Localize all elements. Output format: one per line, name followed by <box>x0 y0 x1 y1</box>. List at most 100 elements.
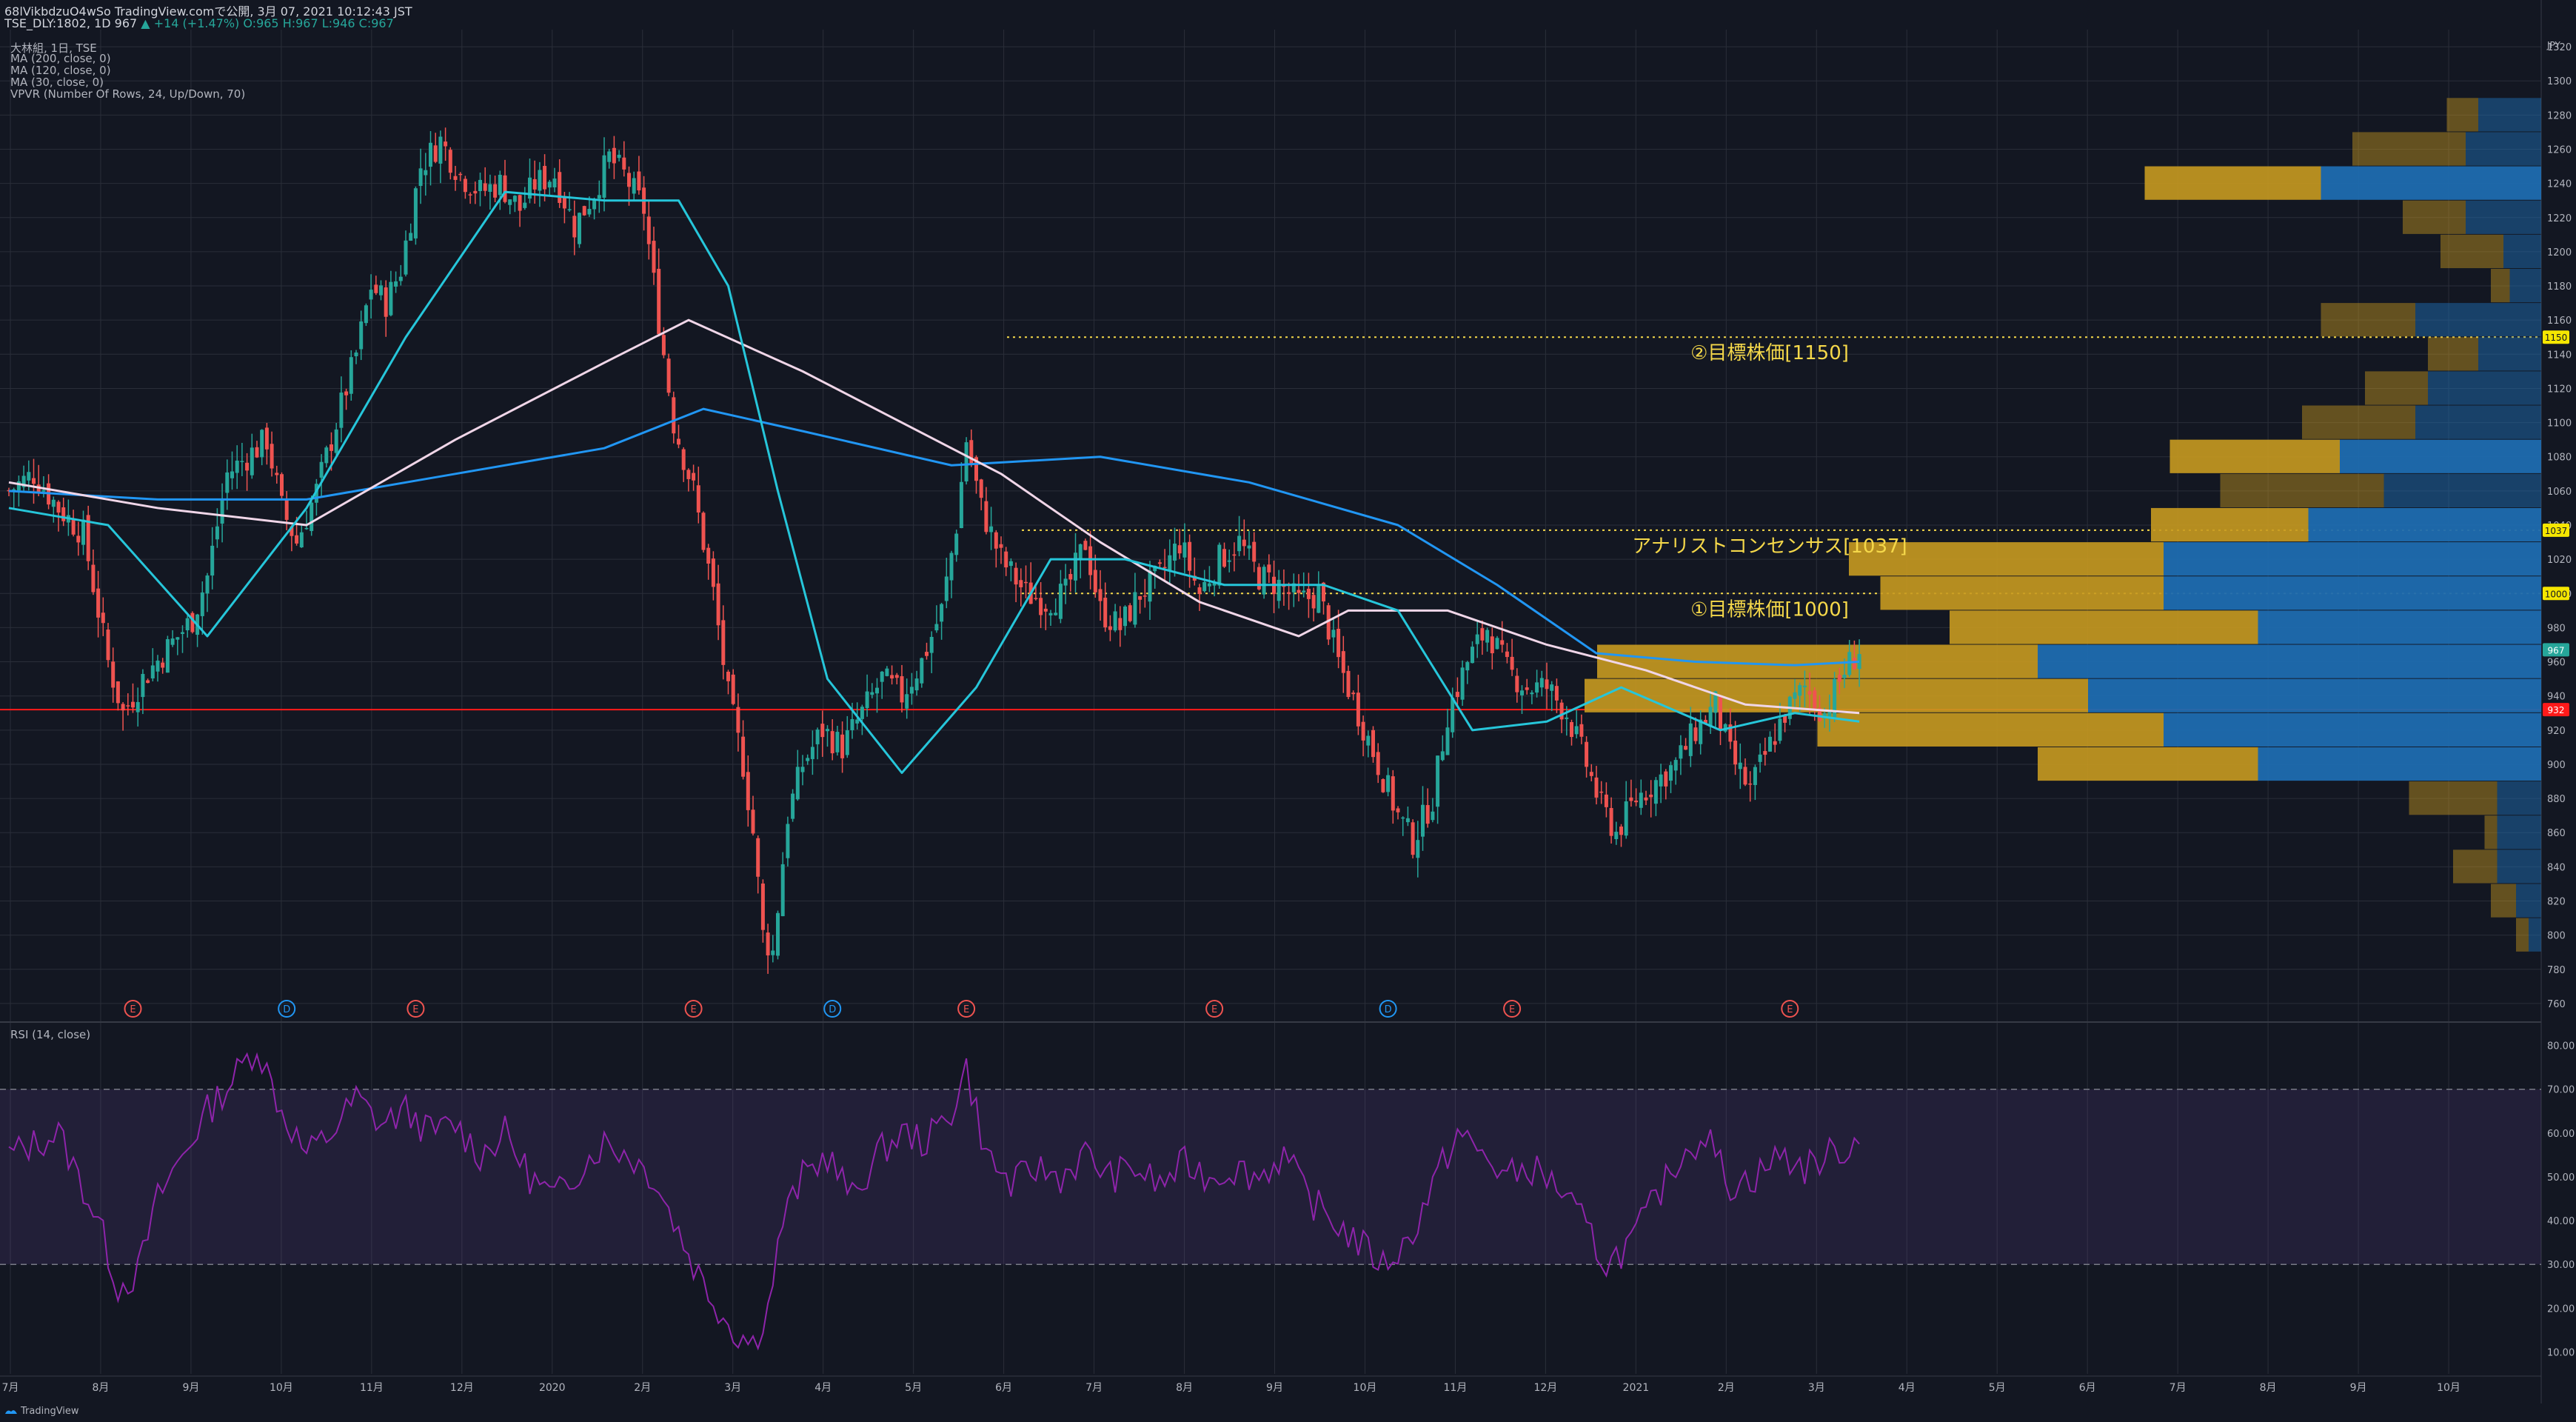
legend-rsi[interactable]: RSI (14, close) <box>10 1028 91 1041</box>
vp-up-bar <box>2503 234 2541 269</box>
candle-body <box>220 499 224 524</box>
candle-body <box>175 637 180 640</box>
candle-body <box>1753 767 1757 785</box>
candle-body <box>1123 607 1127 627</box>
candle-body <box>1153 565 1157 572</box>
time-tick-label: 4月 <box>1898 1382 1916 1394</box>
time-tick-label: 5月 <box>905 1382 922 1394</box>
vp-down-bar <box>2403 200 2466 234</box>
legend-ma30[interactable]: MA (30, close, 0) <box>10 76 104 89</box>
legend-symbol[interactable]: 大林組, 1日, TSE <box>10 41 97 55</box>
candle-body <box>1242 539 1246 547</box>
vp-down-bar <box>2169 439 2340 473</box>
candle-body <box>791 793 795 819</box>
candle-body <box>558 172 562 203</box>
candle-body <box>1793 692 1797 699</box>
candle-body <box>1361 721 1365 741</box>
candle-body <box>1594 777 1599 798</box>
candle-body <box>1088 546 1093 575</box>
candle-body <box>1297 590 1301 593</box>
candle-body <box>1822 712 1827 719</box>
candle-body <box>389 281 393 316</box>
rsi-pane: 10.00 20.00 30.00 40.00 50.00 60.00 70.00 80.00 <box>0 1041 2575 1358</box>
candle-body <box>870 692 874 695</box>
vp-up-bar <box>2383 473 2541 508</box>
time-tick-label: 2021 <box>1623 1382 1650 1394</box>
candle-body <box>299 532 304 547</box>
candle-body <box>1411 822 1415 855</box>
candle-body <box>1505 651 1509 658</box>
earnings-marker <box>407 1000 425 1018</box>
candle-body <box>1331 630 1336 638</box>
candle-body <box>1827 711 1832 719</box>
legend-ma120[interactable]: MA (120, close, 0) <box>10 64 111 77</box>
vp-up-bar <box>2258 610 2541 644</box>
dividend-marker <box>1379 1000 1397 1018</box>
candle-body <box>1376 752 1380 775</box>
vp-down-bar <box>2440 234 2503 269</box>
vp-up-bar <box>2415 405 2541 439</box>
candle-body <box>905 694 909 709</box>
candle-body <box>1019 580 1023 587</box>
symbol-price: TSE_DLY:1802, 1D 967 <box>4 16 138 30</box>
candle-body <box>200 592 204 616</box>
candle-body <box>453 176 458 180</box>
vp-down-bar <box>2038 747 2258 781</box>
vp-up-bar <box>2516 884 2541 918</box>
candle-body <box>696 485 700 513</box>
event-marker-letter: E <box>1509 1004 1515 1015</box>
candle-body <box>949 553 954 581</box>
candle-body <box>230 471 234 478</box>
rsi-tick-label: 10.00 <box>2547 1347 2575 1358</box>
tradingview-brand[interactable]: TradingView <box>4 1406 79 1417</box>
candle-body <box>91 564 96 592</box>
candle-body <box>1664 771 1668 787</box>
legend-ma200[interactable]: MA (200, close, 0) <box>10 52 111 65</box>
candle-body <box>826 729 829 732</box>
price-tick-label: 800 <box>2547 931 2566 942</box>
vp-down-bar <box>2446 98 2478 132</box>
candle-body <box>319 461 324 478</box>
candle-body <box>1103 598 1108 628</box>
candle-body <box>523 202 527 208</box>
candle-body <box>582 206 586 216</box>
candle-body <box>1217 544 1222 586</box>
vp-down-bar <box>2409 781 2498 815</box>
candle-body <box>786 824 790 858</box>
dividend-marker <box>278 1000 296 1018</box>
candle-body <box>170 638 175 645</box>
candle-body <box>136 701 140 712</box>
candle-body <box>1565 717 1569 719</box>
candle-body <box>920 658 924 684</box>
candle-body <box>692 473 696 481</box>
candle-body <box>165 639 170 673</box>
candle-body <box>1445 727 1450 755</box>
legend-vpvr[interactable]: VPVR (Number Of Rows, 24, Up/Down, 70) <box>10 87 246 101</box>
candle-body <box>1287 592 1291 594</box>
candle-body <box>1341 651 1345 673</box>
candle-body <box>354 352 358 356</box>
time-tick-label: 4月 <box>814 1382 832 1394</box>
candle-body <box>1599 791 1604 793</box>
candle-body <box>1336 628 1341 658</box>
candle-body <box>1614 832 1619 839</box>
candle-body <box>1346 670 1351 698</box>
candle-body <box>1842 674 1847 678</box>
candle-body <box>666 358 671 393</box>
vp-up-bar <box>2340 439 2541 473</box>
candle-body <box>1535 682 1539 693</box>
candle-body <box>741 736 746 777</box>
candle-body <box>76 535 81 543</box>
time-tick-label: 3月 <box>1808 1382 1825 1394</box>
candle-body <box>1738 762 1742 770</box>
candle-body <box>607 151 612 162</box>
candle-body <box>1495 638 1499 650</box>
candle-body <box>1222 549 1226 567</box>
candle-body <box>815 730 820 744</box>
price-badge <box>2543 330 2569 344</box>
price-badge-text: 967 <box>2548 645 2565 655</box>
candle-body <box>1629 797 1633 801</box>
candle-body <box>1386 775 1391 792</box>
